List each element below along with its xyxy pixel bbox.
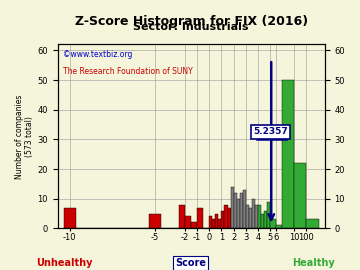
Bar bbox=[185, 217, 191, 228]
Title: Z-Score Histogram for FIX (2016): Z-Score Histogram for FIX (2016) bbox=[75, 15, 308, 28]
Y-axis label: Number of companies
(573 total): Number of companies (573 total) bbox=[15, 94, 35, 178]
Text: Healthy: Healthy bbox=[292, 258, 334, 268]
Bar bbox=[219, 220, 221, 228]
Bar bbox=[258, 205, 261, 228]
Bar bbox=[282, 80, 294, 228]
Bar bbox=[191, 222, 197, 228]
Bar bbox=[264, 211, 267, 228]
Bar bbox=[267, 202, 270, 228]
Bar bbox=[261, 214, 264, 228]
Bar bbox=[246, 205, 249, 228]
Bar bbox=[243, 190, 246, 228]
Text: Score: Score bbox=[175, 258, 206, 268]
Bar bbox=[64, 208, 76, 228]
Bar bbox=[255, 205, 258, 228]
Bar bbox=[225, 205, 228, 228]
Bar bbox=[179, 205, 185, 228]
Bar bbox=[270, 220, 276, 228]
Bar bbox=[249, 208, 252, 228]
Bar bbox=[252, 199, 255, 228]
Bar bbox=[234, 193, 237, 228]
Bar bbox=[212, 220, 215, 228]
Text: Sector: Industrials: Sector: Industrials bbox=[133, 22, 249, 32]
Bar bbox=[209, 217, 212, 228]
Text: ©www.textbiz.org: ©www.textbiz.org bbox=[63, 50, 132, 59]
Bar bbox=[306, 220, 319, 228]
Bar bbox=[221, 211, 225, 228]
Text: The Research Foundation of SUNY: The Research Foundation of SUNY bbox=[63, 66, 193, 76]
Bar bbox=[228, 208, 230, 228]
Bar bbox=[294, 163, 306, 228]
Bar bbox=[237, 199, 240, 228]
Bar bbox=[240, 193, 243, 228]
Text: Unhealthy: Unhealthy bbox=[37, 258, 93, 268]
Bar bbox=[149, 214, 161, 228]
Bar bbox=[230, 187, 234, 228]
Text: 5.2357: 5.2357 bbox=[253, 127, 288, 136]
Bar bbox=[276, 225, 282, 228]
Bar bbox=[215, 214, 219, 228]
Bar bbox=[197, 208, 203, 228]
